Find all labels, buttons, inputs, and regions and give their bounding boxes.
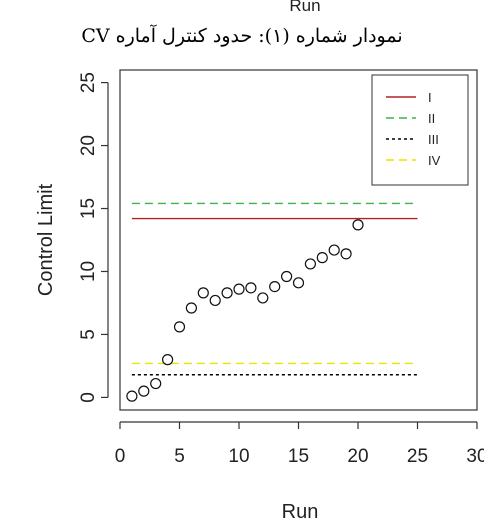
data-point — [304, 258, 316, 270]
x-tick-label: 15 — [288, 446, 309, 467]
plot-frame — [119, 69, 478, 411]
legend-box — [371, 74, 469, 186]
x-axis-label: Run — [282, 501, 319, 523]
control-limit-lines — [131, 202, 418, 376]
x-axis: 0 5 10 15 20 25 30 — [115, 421, 484, 467]
data-point — [173, 321, 186, 333]
data-point — [245, 282, 257, 294]
top-cut-run-label: Run — [289, 0, 320, 15]
y-tick-label: 15 — [78, 198, 99, 219]
x-tick-label: 25 — [407, 446, 428, 467]
data-point — [257, 292, 269, 304]
data-point — [233, 283, 245, 295]
data-point — [150, 377, 162, 390]
y-tick-label: 5 — [78, 329, 99, 340]
data-point — [209, 294, 221, 307]
x-tick-label: 20 — [347, 446, 368, 467]
y-axis-label: Control Limit — [35, 183, 57, 296]
data-points — [126, 219, 364, 402]
data-point — [162, 354, 174, 366]
figure-caption: نمودار شماره (۱): حدود کنترل آماره CV — [81, 24, 402, 47]
data-point — [328, 244, 340, 256]
data-point — [352, 219, 364, 231]
data-point — [316, 252, 328, 264]
x-tick-label: 10 — [228, 446, 249, 467]
y-tick-label: 20 — [78, 135, 99, 156]
y-tick-label: 0 — [78, 392, 99, 403]
data-point — [340, 248, 352, 260]
y-tick-label: 25 — [78, 72, 99, 93]
x-tick-label: 0 — [115, 446, 126, 467]
legend-label-iii: III — [428, 132, 439, 147]
x-tick-label: 30 — [466, 446, 484, 467]
data-point — [221, 287, 233, 299]
legend-label-ii: II — [428, 111, 435, 126]
y-axis: 0 5 10 15 20 25 — [78, 72, 109, 403]
data-point — [126, 390, 138, 402]
data-point — [269, 280, 281, 293]
x-tick-label: 5 — [174, 446, 185, 467]
data-point — [292, 277, 305, 289]
data-point — [197, 287, 209, 299]
data-point — [185, 302, 197, 314]
legend-label-i: I — [428, 90, 432, 105]
legend-label-iv: IV — [428, 153, 441, 168]
y-tick-label: 10 — [78, 261, 99, 282]
data-point — [281, 270, 293, 283]
data-point — [138, 385, 150, 397]
